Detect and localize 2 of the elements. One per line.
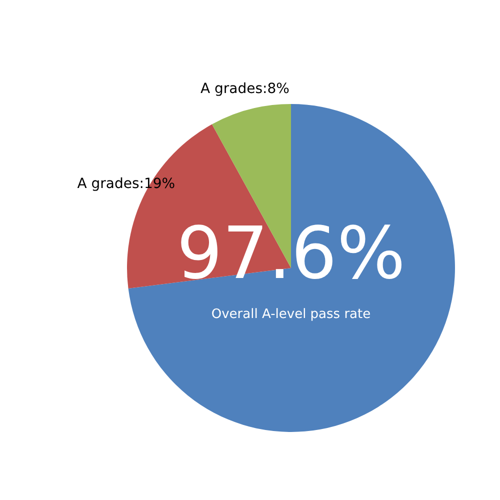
text: Overall A-level pass rate [211, 307, 371, 322]
slice-label: A grades:8% [200, 80, 290, 97]
